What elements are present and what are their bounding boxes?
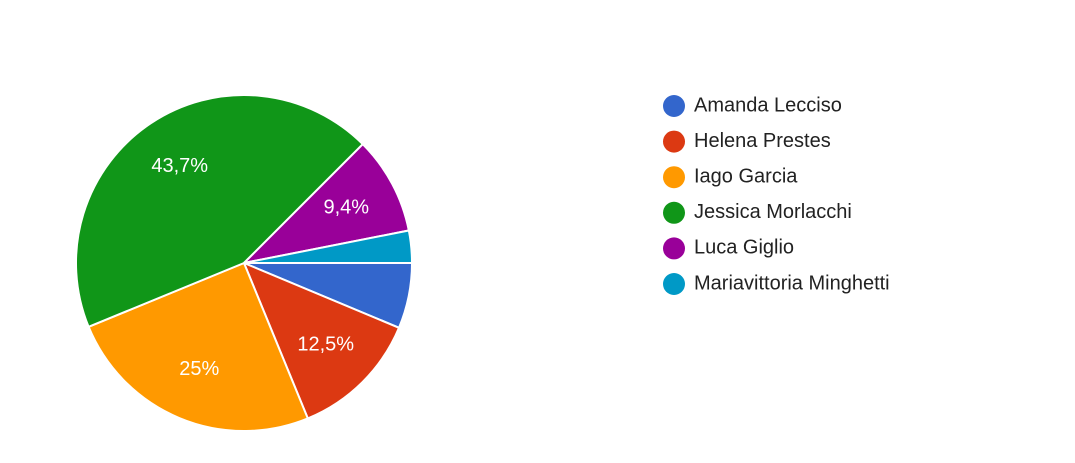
pie-slice bbox=[75, 94, 365, 329]
legend-marker bbox=[663, 95, 685, 117]
pie-slice bbox=[240, 142, 410, 265]
slice-label: 12,5% bbox=[297, 334, 354, 356]
legend-marker bbox=[663, 130, 685, 153]
legend-label: Amanda Lecciso bbox=[694, 94, 842, 116]
slice-label: 43,7% bbox=[151, 155, 208, 177]
pie-slice bbox=[243, 229, 414, 264]
pie-slice bbox=[242, 261, 401, 420]
legend-label: Mariavittoria Minghetti bbox=[694, 272, 890, 294]
slice-label: 9,4% bbox=[323, 197, 369, 219]
legend-label: Jessica Morlacchi bbox=[694, 201, 852, 223]
legend-marker bbox=[663, 201, 685, 224]
slice-label: 25% bbox=[179, 358, 219, 380]
legend-marker bbox=[663, 166, 685, 189]
legend-marker bbox=[663, 237, 685, 260]
legend-label: Helena Prestes bbox=[694, 130, 831, 152]
legend-label: Luca Giglio bbox=[694, 237, 794, 259]
legend-marker bbox=[663, 273, 685, 295]
legend-label: Iago Garcia bbox=[694, 165, 798, 187]
